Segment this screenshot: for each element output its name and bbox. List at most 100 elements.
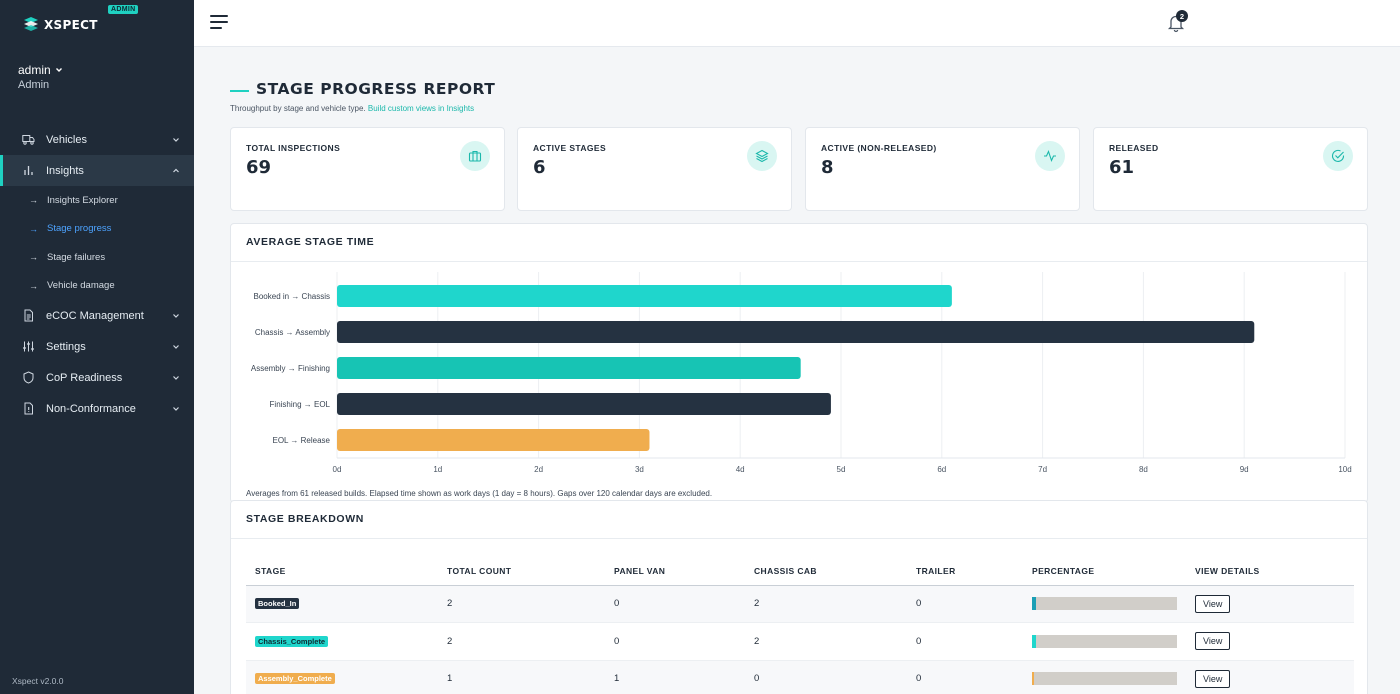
cell-panel-van: 0 xyxy=(605,585,745,623)
arrow-right-icon: → xyxy=(29,223,38,234)
sidebar-item-label: Non-Conformance xyxy=(46,402,136,415)
stat-value: 8 xyxy=(821,157,834,178)
y-category-label: EOL → Release xyxy=(272,436,330,445)
x-tick-label: 0d xyxy=(333,465,342,474)
arrow-right-icon: → xyxy=(29,280,38,291)
view-details-button[interactable]: View xyxy=(1195,669,1231,688)
cell-view-details: View xyxy=(1186,622,1354,661)
cell-percentage xyxy=(1023,622,1186,661)
sidebar-subitem-insights-explorer[interactable]: → Insights Explorer xyxy=(0,186,194,215)
bar xyxy=(337,321,1255,343)
sidebar-item-label: eCOC Management xyxy=(46,309,144,322)
sidebar-subitem-label: Vehicle damage xyxy=(47,280,115,292)
sidebar-subitem-stage-failures[interactable]: → Stage failures xyxy=(0,243,194,272)
x-tick-label: 2d xyxy=(534,465,543,474)
chevron-up-icon xyxy=(173,168,179,172)
chevron-down-icon xyxy=(173,313,179,318)
briefcase-icon xyxy=(460,141,490,171)
stat-card-active-stages: ACTIVE STAGES 6 xyxy=(517,127,792,211)
cell-stage: Assembly_Complete xyxy=(246,660,438,694)
document-icon xyxy=(22,309,35,322)
stat-card-active-non-released: ACTIVE (NON-RELEASED) 8 xyxy=(805,127,1080,211)
x-tick-label: 3d xyxy=(635,465,644,474)
x-tick-label: 5d xyxy=(837,465,846,474)
cell-chassis-cab: 0 xyxy=(745,660,907,694)
y-category-label: Booked in → Chassis xyxy=(254,292,330,301)
cell-trailer: 0 xyxy=(907,622,1023,661)
sidebar-subitem-vehicle-damage[interactable]: → Vehicle damage xyxy=(0,272,194,301)
percentage-bar-fill xyxy=(1032,672,1034,686)
x-tick-label: 9d xyxy=(1240,465,1249,474)
stat-card-released: RELEASED 61 xyxy=(1093,127,1368,211)
page-subtitle: Throughput by stage and vehicle type. Bu… xyxy=(230,104,474,113)
file-alert-icon xyxy=(22,402,35,415)
page-subtitle-text: Throughput by stage and vehicle type. xyxy=(230,104,366,113)
sidebar-item-vehicles[interactable]: Vehicles xyxy=(0,124,194,155)
chevron-down-icon xyxy=(173,375,179,380)
sidebar-subitem-label: Stage failures xyxy=(47,251,106,263)
stage-badge: Booked_In xyxy=(255,598,300,610)
stat-value: 69 xyxy=(246,157,272,178)
stage-badge: Assembly_Complete xyxy=(255,673,335,685)
bar xyxy=(337,357,801,379)
arrow-right-icon: → xyxy=(29,195,38,206)
average-stage-time-card: AVERAGE STAGE TIME 0d 1d 2d 3d 4d 5d 6d 7d 8d 9d 1… xyxy=(230,223,1368,503)
logo-text: XSPECT xyxy=(44,18,98,32)
cell-trailer: 0 xyxy=(907,585,1023,623)
cell-chassis-cab: 2 xyxy=(745,585,907,623)
sidebar-item-cop-readiness[interactable]: CoP Readiness xyxy=(0,362,194,393)
stat-card-total-inspections: TOTAL INSPECTIONS 69 xyxy=(230,127,505,211)
column-header-total-count[interactable]: TOTAL COUNT xyxy=(438,558,605,586)
insights-link[interactable]: Build custom views in Insights xyxy=(367,104,475,113)
user-menu[interactable]: admin xyxy=(18,63,63,77)
section-title: STAGE BREAKDOWN xyxy=(246,513,364,525)
sidebar-item-non-conformance[interactable]: Non-Conformance xyxy=(0,393,194,424)
sidebar-nav: Vehicles Insights → Insights Explorer → … xyxy=(0,124,194,424)
chevron-down-icon xyxy=(173,406,179,411)
column-header-percentage[interactable]: PERCENTAGE xyxy=(1023,558,1186,586)
hamburger-menu-icon[interactable] xyxy=(210,13,230,31)
view-details-button[interactable]: View xyxy=(1195,632,1231,651)
sidebar-subitem-stage-progress[interactable]: → Stage progress xyxy=(0,215,194,244)
x-tick-label: 8d xyxy=(1139,465,1148,474)
stat-label: TOTAL INSPECTIONS xyxy=(246,143,341,153)
stat-value: 6 xyxy=(533,157,546,178)
sidebar-item-label: Settings xyxy=(46,340,86,353)
sidebar-item-ecoc-management[interactable]: eCOC Management xyxy=(0,300,194,331)
cell-stage: Booked_In xyxy=(246,585,438,623)
percentage-bar-track xyxy=(1032,634,1177,648)
section-divider xyxy=(231,538,1367,539)
shield-icon xyxy=(22,371,35,384)
cell-total-count: 2 xyxy=(438,622,605,661)
sliders-icon xyxy=(22,340,35,353)
column-header-chassis-cab[interactable]: CHASSIS CAB xyxy=(745,558,907,586)
app-logo[interactable]: XSPECT xyxy=(22,16,98,34)
cell-stage: Chassis_Complete xyxy=(246,622,438,661)
app-version: Xspect v2.0.0 xyxy=(12,676,64,686)
cell-chassis-cab: 2 xyxy=(745,622,907,661)
column-header-panel-van[interactable]: PANEL VAN xyxy=(605,558,745,586)
percentage-bar-track xyxy=(1032,597,1177,611)
x-tick-label: 7d xyxy=(1038,465,1047,474)
cell-view-details: View xyxy=(1186,585,1354,623)
sidebar-item-settings[interactable]: Settings xyxy=(0,331,194,362)
column-header-stage[interactable]: STAGE xyxy=(246,558,438,586)
table-row: Booked_In 2 0 2 0 View xyxy=(246,585,1354,623)
cell-total-count: 2 xyxy=(438,585,605,623)
bar xyxy=(337,393,831,415)
stat-label: ACTIVE (NON-RELEASED) xyxy=(821,143,937,153)
stat-label: ACTIVE STAGES xyxy=(533,143,607,153)
cell-panel-van: 0 xyxy=(605,622,745,661)
cell-view-details: View xyxy=(1186,660,1354,694)
arrow-right-icon: → xyxy=(29,252,38,263)
percentage-bar-track xyxy=(1032,672,1177,686)
topbar xyxy=(194,0,1400,47)
section-title: AVERAGE STAGE TIME xyxy=(246,236,375,248)
sidebar-subitem-label: Insights Explorer xyxy=(47,194,118,206)
view-details-button[interactable]: View xyxy=(1195,594,1231,613)
sidebar-item-insights[interactable]: Insights xyxy=(0,155,194,186)
chevron-down-icon xyxy=(173,344,179,349)
bar xyxy=(337,285,952,307)
stage-badge: Chassis_Complete xyxy=(255,635,329,647)
column-header-trailer[interactable]: TRAILER xyxy=(907,558,1023,586)
